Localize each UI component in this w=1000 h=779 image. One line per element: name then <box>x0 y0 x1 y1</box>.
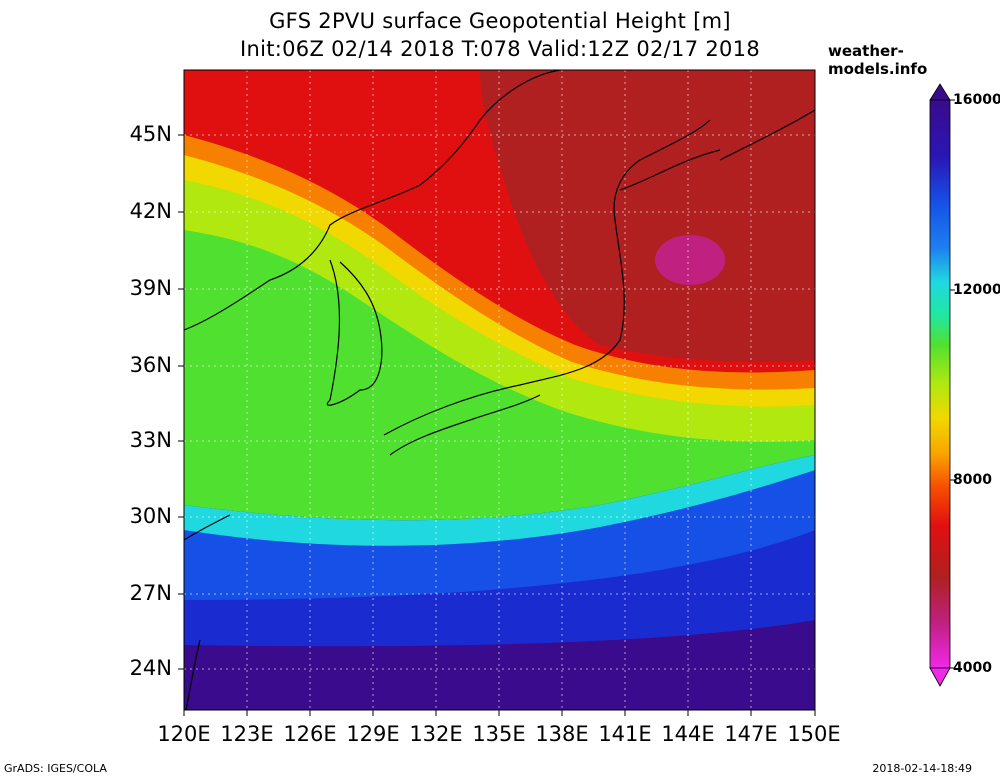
colorbar-bottom-arrow <box>929 667 951 687</box>
lat-label-39n: 39N <box>129 276 172 300</box>
site-credit: weather-models.info <box>828 42 928 78</box>
lat-label-27n: 27N <box>129 581 172 605</box>
lon-label-120e: 120E <box>157 722 211 746</box>
lat-label-36n: 36N <box>129 353 172 377</box>
lon-label-132e: 132E <box>409 722 463 746</box>
chart-title: GFS 2PVU surface Geopotential Height [m] <box>269 9 731 33</box>
lat-label-33n: 33N <box>129 428 172 452</box>
lon-label-135e: 135E <box>472 722 526 746</box>
colorbar-label-8000: 8000 <box>953 472 992 488</box>
lat-label-45n: 45N <box>129 122 172 146</box>
lon-label-123e: 123E <box>220 722 274 746</box>
colorbar <box>929 83 955 687</box>
colorbar-gradient <box>929 99 951 669</box>
colorbar-label-4000: 4000 <box>953 660 992 676</box>
lon-label-150e: 150E <box>787 722 841 746</box>
lon-label-126e: 126E <box>283 722 337 746</box>
chart-subtitle: Init:06Z 02/14 2018 T:078 Valid:12Z 02/1… <box>240 37 760 61</box>
coastlines <box>184 70 815 710</box>
footer-timestamp: 2018-02-14-18:49 <box>872 762 972 775</box>
lon-label-144e: 144E <box>661 722 715 746</box>
lon-label-138e: 138E <box>535 722 589 746</box>
colorbar-top-arrow <box>929 83 951 101</box>
axis-ticks <box>178 134 816 716</box>
colorbar-label-16000: 16000 <box>953 92 1000 108</box>
lon-label-141e: 141E <box>598 722 652 746</box>
lon-label-147e: 147E <box>724 722 778 746</box>
height-field <box>184 70 815 710</box>
footer-credit: GrADS: IGES/COLA <box>4 762 107 775</box>
lat-label-24n: 24N <box>129 656 172 680</box>
lon-label-129e: 129E <box>346 722 400 746</box>
lat-label-30n: 30N <box>129 504 172 528</box>
colorbar-label-12000: 12000 <box>953 282 1000 298</box>
lat-label-42n: 42N <box>129 199 172 223</box>
